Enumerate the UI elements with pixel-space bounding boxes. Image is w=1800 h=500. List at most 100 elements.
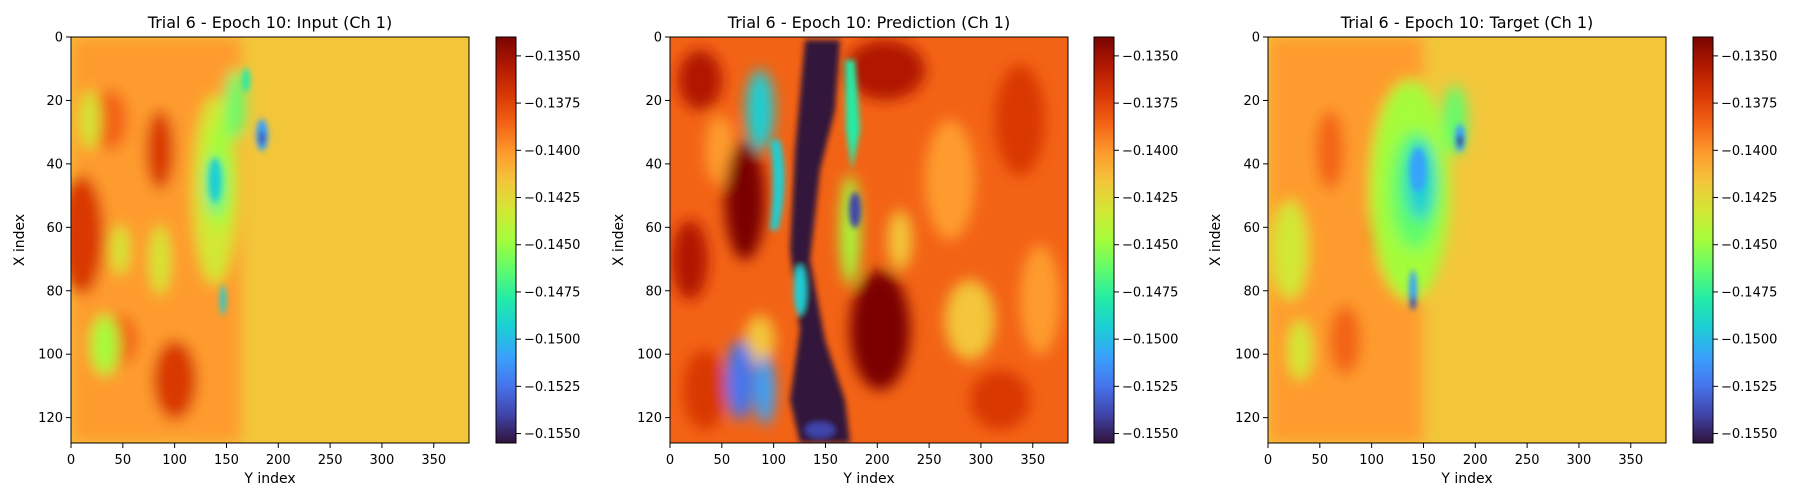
x-tick-label: 250 [917, 453, 942, 468]
colorbar-tick-label: −0.1400 [1721, 144, 1777, 159]
y-tick-label: 60 [1243, 221, 1260, 236]
y-tick-label: 20 [645, 94, 662, 109]
y-tick-label: 0 [654, 31, 662, 46]
colorbar-tick-label: −0.1350 [524, 49, 580, 64]
colorbar-ticks: −0.1350 −0.1375 −0.1400 −0.1425 −0.1450 −0.14… [1114, 49, 1178, 442]
x-tick-label: 150 [813, 453, 838, 468]
x-tick-label: 150 [214, 453, 239, 468]
x-tick-label: 350 [1020, 453, 1045, 468]
x-tick-label: 350 [421, 453, 446, 468]
panel-target: Trial 6 - Epoch 10: Target (Ch 1) [1208, 13, 1777, 487]
y-tick-label: 60 [645, 221, 662, 236]
colorbar-tick-label: −0.1475 [524, 285, 580, 300]
y-tick-label: 100 [637, 348, 662, 363]
y-tick-label: 0 [55, 31, 63, 46]
x-tick-label: 200 [1463, 453, 1488, 468]
heatmap-image [71, 37, 469, 443]
colorbar-ticks: −0.1350 −0.1375 −0.1400 −0.1425 −0.1450 −0.14… [516, 49, 580, 442]
colorbar-tick-label: −0.1350 [1721, 49, 1777, 64]
x-tick-label: 300 [969, 453, 994, 468]
x-tick-label: 200 [865, 453, 890, 468]
x-axis-label: Y index [1440, 471, 1492, 487]
colorbar-tick-label: −0.1375 [1122, 97, 1178, 112]
y-ticks: 0 20 40 60 80 100 120 [1235, 31, 1268, 426]
colorbar-tick-label: −0.1375 [524, 97, 580, 112]
x-tick-label: 50 [1312, 453, 1329, 468]
y-tick-label: 80 [46, 284, 63, 299]
y-tick-label: 20 [1243, 94, 1260, 109]
x-tick-label: 0 [67, 453, 75, 468]
colorbar-tick-label: −0.1550 [1122, 427, 1178, 442]
colorbar-tick-label: −0.1475 [1721, 285, 1777, 300]
heatmap-image [670, 37, 1068, 443]
colorbar-tick-label: −0.1425 [1122, 191, 1178, 206]
y-tick-label: 60 [46, 221, 63, 236]
colorbar [1692, 36, 1714, 444]
y-tick-label: 0 [1252, 31, 1260, 46]
x-tick-label: 50 [714, 453, 731, 468]
colorbar [495, 36, 517, 444]
x-tick-label: 0 [666, 453, 674, 468]
y-tick-label: 120 [637, 411, 662, 426]
y-axis-label: X index [611, 214, 627, 266]
colorbar-tick-label: −0.1425 [524, 191, 580, 206]
y-axis-label: X index [1208, 214, 1224, 266]
plot-frame [70, 36, 470, 444]
colorbar-tick-label: −0.1525 [1721, 380, 1777, 395]
x-tick-label: 150 [1411, 453, 1436, 468]
colorbar [1093, 36, 1115, 444]
x-tick-label: 250 [318, 453, 343, 468]
x-axis-label: Y index [842, 471, 894, 487]
x-tick-label: 100 [1359, 453, 1384, 468]
y-tick-label: 20 [46, 94, 63, 109]
heatmap-image [1268, 37, 1666, 443]
x-tick-label: 350 [1618, 453, 1643, 468]
colorbar-tick-label: −0.1475 [1122, 285, 1178, 300]
y-ticks: 0 20 40 60 80 100 120 [38, 31, 71, 426]
x-tick-label: 300 [1567, 453, 1592, 468]
colorbar-tick-label: −0.1400 [524, 144, 580, 159]
colorbar-tick-label: −0.1550 [524, 427, 580, 442]
x-tick-label: 200 [266, 453, 291, 468]
colorbar-tick-label: −0.1525 [524, 380, 580, 395]
y-tick-label: 120 [38, 411, 63, 426]
panel-title: Trial 6 - Epoch 10: Prediction (Ch 1) [727, 13, 1010, 32]
colorbar-tick-label: −0.1450 [1721, 238, 1777, 253]
x-ticks: 0 50 100 150 200 250 300 350 [666, 443, 1045, 468]
x-ticks: 0 50 100 150 200 250 300 350 [67, 443, 446, 468]
colorbar-ticks: −0.1350 −0.1375 −0.1400 −0.1425 −0.1450 −0.14… [1713, 49, 1777, 442]
x-tick-label: 100 [162, 453, 187, 468]
colorbar-tick-label: −0.1500 [1122, 333, 1178, 348]
y-tick-label: 100 [38, 348, 63, 363]
plot-frame [1267, 36, 1667, 444]
y-tick-label: 80 [645, 284, 662, 299]
x-tick-label: 250 [1515, 453, 1540, 468]
panel-title: Trial 6 - Epoch 10: Input (Ch 1) [147, 13, 392, 32]
colorbar-tick-label: −0.1525 [1122, 380, 1178, 395]
y-tick-label: 40 [46, 157, 63, 172]
x-ticks: 0 50 100 150 200 250 300 350 [1264, 443, 1643, 468]
y-axis-label: X index [12, 214, 28, 266]
y-tick-label: 80 [1243, 284, 1260, 299]
x-axis-label: Y index [243, 471, 295, 487]
colorbar-tick-label: −0.1500 [524, 333, 580, 348]
y-tick-label: 100 [1235, 348, 1260, 363]
panel-prediction: Trial 6 - Epoch 10: Prediction (Ch 1) [611, 13, 1178, 487]
colorbar-tick-label: −0.1425 [1721, 191, 1777, 206]
x-tick-label: 50 [115, 453, 132, 468]
colorbar-tick-label: −0.1450 [1122, 238, 1178, 253]
y-ticks: 0 20 40 60 80 100 120 [637, 31, 670, 426]
y-tick-label: 40 [1243, 157, 1260, 172]
colorbar-tick-label: −0.1400 [1122, 144, 1178, 159]
colorbar-tick-label: −0.1550 [1721, 427, 1777, 442]
y-tick-label: 40 [645, 157, 662, 172]
panel-title: Trial 6 - Epoch 10: Target (Ch 1) [1340, 13, 1593, 32]
x-tick-label: 0 [1264, 453, 1272, 468]
y-tick-label: 120 [1235, 411, 1260, 426]
x-tick-label: 100 [761, 453, 786, 468]
colorbar-tick-label: −0.1500 [1721, 333, 1777, 348]
colorbar-tick-label: −0.1375 [1721, 97, 1777, 112]
panel-input: Trial 6 - Epoch 10: Input (Ch 1) [12, 13, 580, 487]
plot-frame [669, 36, 1069, 444]
